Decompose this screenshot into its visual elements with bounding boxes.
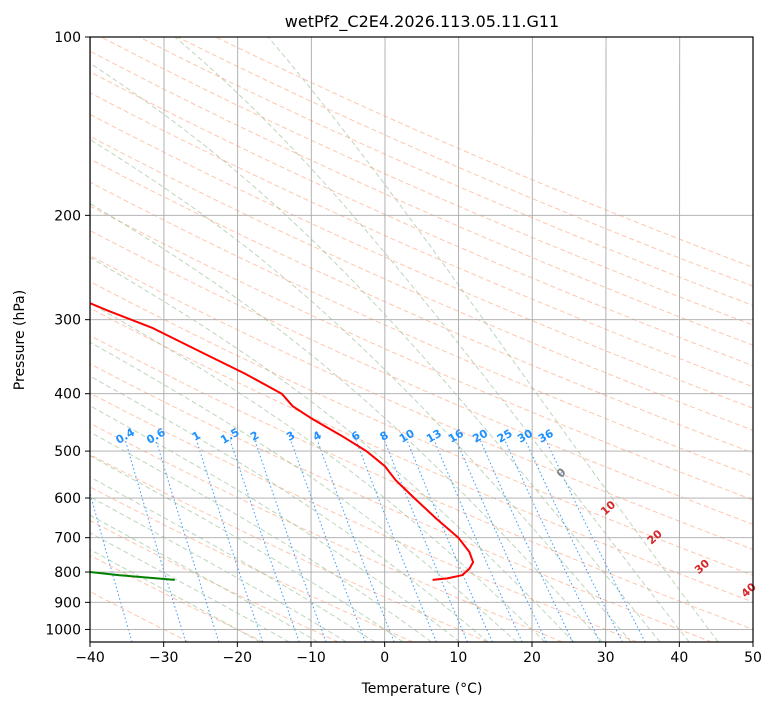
- mixing-ratio-line: [125, 440, 187, 642]
- dry-adiabat: [90, 71, 753, 367]
- moist-adiabat: [90, 202, 603, 642]
- x-tick-label: −30: [149, 650, 179, 666]
- dry-adiabat: [90, 92, 753, 388]
- moist-adiabat: [90, 405, 461, 642]
- dry-adiabat: [90, 158, 753, 454]
- moist-adiabat: [90, 431, 432, 642]
- background-isolines: [90, 37, 753, 642]
- mixing-ratio-line: [384, 440, 468, 642]
- x-tick-label: 30: [597, 650, 615, 666]
- x-axis-label: Temperature (°C): [361, 681, 483, 697]
- dry-adiabat: [90, 205, 753, 501]
- mixing-ratio-line: [290, 440, 366, 642]
- dry-adiabat: [90, 135, 753, 431]
- x-axis-ticks: −40 −30 −20 −10 0 10 20 30 40 50: [75, 642, 762, 666]
- y-tick-label: 800: [54, 565, 81, 581]
- x-tick-label: 20: [523, 650, 541, 666]
- moist-adiabat: [90, 256, 574, 642]
- moist-adiabat: [90, 496, 347, 642]
- y-tick-label: 400: [54, 387, 81, 403]
- y-axis-label: Pressure (hPa): [12, 290, 28, 390]
- x-tick-label: −20: [223, 650, 253, 666]
- moist-adiabat: [90, 455, 404, 642]
- dry-adiabat: [90, 335, 753, 630]
- chart-title: wetPf2_C2E4.2026.113.05.11.G11: [285, 12, 559, 32]
- dry-adiabat: [90, 307, 753, 603]
- dry-adiabat: [90, 181, 753, 477]
- y-tick-label: 900: [54, 595, 81, 611]
- x-tick-label: 0: [380, 650, 389, 666]
- mixing-ratio-line: [433, 440, 523, 642]
- profile-series: [90, 302, 475, 581]
- moist-adiabat: [174, 37, 690, 642]
- moist-adiabat: [267, 37, 719, 642]
- x-tick-label: −10: [296, 650, 326, 666]
- y-tick-label: 600: [54, 491, 81, 507]
- x-tick-label: −40: [75, 650, 105, 666]
- moist-adiabat: [90, 62, 661, 642]
- mixing-ratio-line: [254, 440, 327, 642]
- y-tick-label: 200: [54, 208, 81, 224]
- x-tick-label: 10: [449, 650, 467, 666]
- y-tick-label: 700: [54, 531, 81, 547]
- moist-adiabat: [90, 476, 376, 642]
- x-tick-label: 40: [670, 650, 688, 666]
- moist-adiabat: [90, 302, 546, 642]
- y-tick-label: 500: [54, 444, 81, 460]
- y-tick-label: 300: [54, 313, 81, 329]
- moist-adiabat: [90, 138, 632, 642]
- y-axis-ticks: 100 200 300 400 500 600 700 800 900 1000: [45, 30, 90, 638]
- mixing-ratio-line: [406, 440, 493, 642]
- pressure-gridlines: [90, 37, 753, 630]
- dry-adiabat: [90, 363, 712, 642]
- mixing-ratio-line: [355, 440, 437, 642]
- plot-frame: [89, 36, 754, 643]
- moist-adiabat: [90, 375, 489, 642]
- y-tick-label: 100: [54, 30, 81, 46]
- dry-adiabat: [90, 591, 190, 642]
- y-tick-label: 1000: [45, 622, 81, 638]
- dry-adiabat: [90, 229, 753, 525]
- moist-adiabat: [90, 514, 319, 642]
- mixing-ratio-line: [524, 440, 623, 642]
- mixing-ratio-line: [545, 440, 646, 642]
- mixing-ratio-line: [90, 491, 133, 642]
- dry-adiabat: [90, 113, 753, 409]
- dry-adiabat: [90, 453, 488, 642]
- x-tick-label: 50: [744, 650, 762, 666]
- dry-adiabat: [90, 422, 563, 642]
- dry-adiabat: [90, 280, 753, 576]
- temperature-line: [90, 302, 475, 581]
